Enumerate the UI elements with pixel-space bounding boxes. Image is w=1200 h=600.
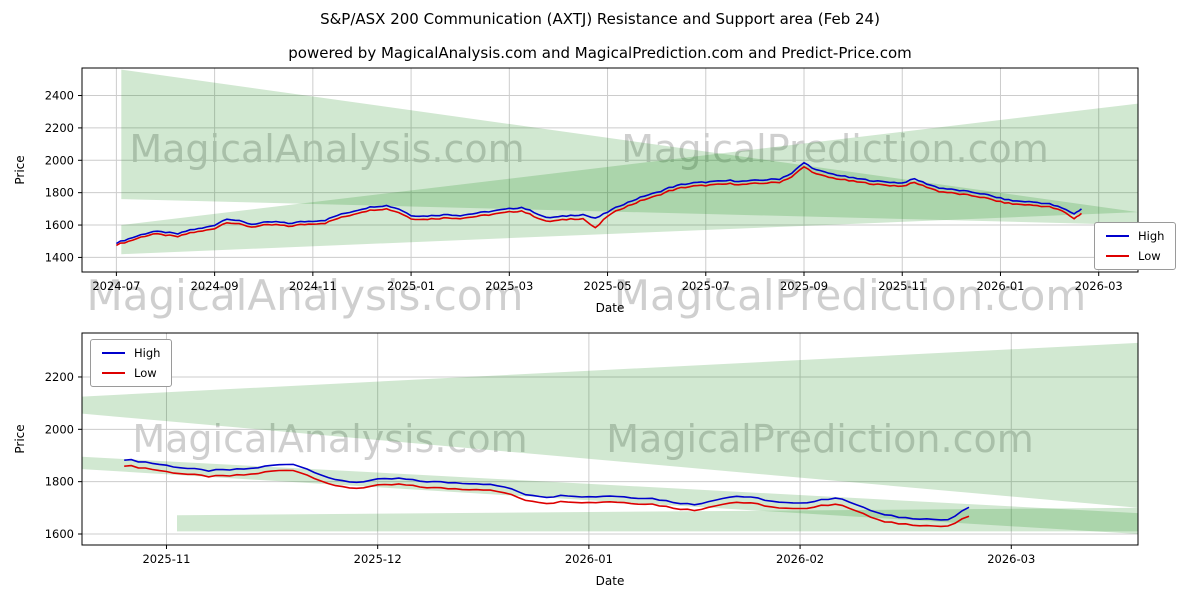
x-tick-label: 2025-05 <box>584 279 632 293</box>
legend-high-label: High <box>1138 229 1165 243</box>
y-tick-label: 1600 <box>45 527 74 541</box>
legend-high-row: High <box>1106 229 1164 243</box>
y-axis-label: Price <box>13 424 27 453</box>
y-tick-label: 1400 <box>45 250 74 264</box>
legend-top-chart: High Low <box>1094 222 1177 270</box>
low-line <box>116 165 1083 247</box>
y-tick-label: 2000 <box>45 422 74 436</box>
low-line-swatch <box>102 372 125 374</box>
x-tick-label: 2025-03 <box>485 279 533 293</box>
chart-0: 2024-07 2024-09 2024-11 2025-01 2025-03 2025-… <box>13 67 1139 315</box>
high-line-swatch <box>1106 235 1129 237</box>
high-line <box>124 458 970 521</box>
y-tick-label: 2400 <box>45 89 74 103</box>
low-line <box>124 464 970 528</box>
y-tick-label: 1800 <box>45 475 74 489</box>
page-title: S&P/ASX 200 Communication (AXTJ) Resista… <box>320 10 880 28</box>
y-axis-label: Price <box>13 155 27 184</box>
high-line-swatch <box>102 352 125 354</box>
x-axis-label: Date <box>596 574 625 588</box>
x-tick-label: 2026-01 <box>976 279 1024 293</box>
x-tick-label: 2025-09 <box>780 279 828 293</box>
x-tick-label: 2026-01 <box>565 552 613 566</box>
axes-border <box>81 332 1139 546</box>
support-resistance-band <box>82 342 1138 508</box>
low-line-swatch <box>1106 255 1129 257</box>
x-tick-label: 2025-07 <box>682 279 730 293</box>
high-line <box>115 161 1082 245</box>
legend-low-label: Low <box>1138 249 1161 263</box>
axes-border <box>81 67 1139 273</box>
legend-low-row: Low <box>1106 249 1164 263</box>
page-subtitle: powered by MagicalAnalysis.com and Magic… <box>288 44 912 62</box>
chart-1: 2025-11 2025-12 2026-01 2026-02 2026-03 1600 1… <box>13 332 1139 588</box>
x-tick-label: 2026-02 <box>776 552 824 566</box>
legend-low-label: Low <box>134 366 157 380</box>
x-tick-label: 2024-09 <box>191 279 239 293</box>
y-tick-label: 2200 <box>45 121 74 135</box>
x-tick-label: 2026-03 <box>987 552 1035 566</box>
support-resistance-band <box>177 507 1138 532</box>
y-tick-label: 2000 <box>45 153 74 167</box>
x-tick-label: 2025-01 <box>387 279 435 293</box>
x-tick-label: 2026-03 <box>1075 279 1123 293</box>
legend-low-row: Low <box>102 366 160 380</box>
legend-high-label: High <box>134 346 161 360</box>
x-tick-label: 2024-11 <box>289 279 337 293</box>
x-tick-label: 2025-11 <box>142 552 190 566</box>
support-resistance-band <box>121 69 1138 225</box>
legend-bottom-chart: High Low <box>90 339 173 387</box>
x-tick-label: 2024-07 <box>92 279 140 293</box>
y-tick-label: 1800 <box>45 186 74 200</box>
y-tick-label: 2200 <box>45 370 74 384</box>
x-tick-label: 2025-12 <box>354 552 402 566</box>
y-tick-label: 1600 <box>45 218 74 232</box>
support-resistance-band <box>121 103 1138 255</box>
legend-high-row: High <box>102 346 160 360</box>
x-tick-label: 2025-11 <box>878 279 926 293</box>
x-axis-label: Date <box>596 301 625 315</box>
